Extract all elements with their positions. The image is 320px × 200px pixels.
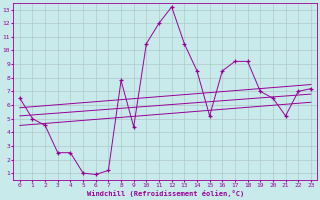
X-axis label: Windchill (Refroidissement éolien,°C): Windchill (Refroidissement éolien,°C) bbox=[87, 190, 244, 197]
